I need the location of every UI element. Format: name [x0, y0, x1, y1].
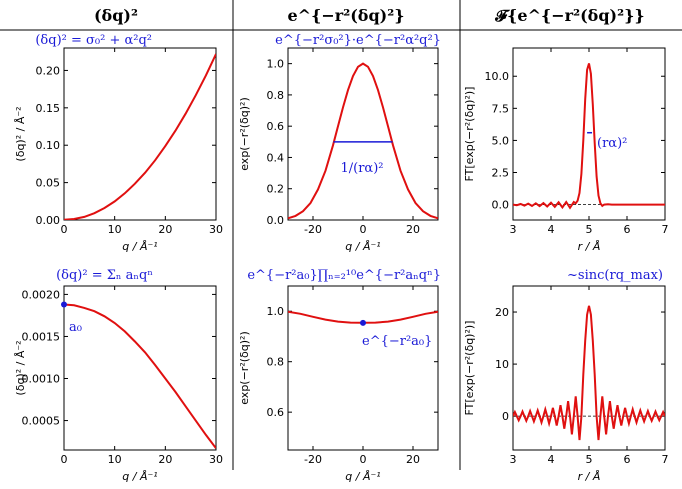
x-tick-label: 7 [662, 453, 669, 466]
x-tick-label: 10 [108, 223, 122, 236]
x-tick-label: 0 [360, 453, 367, 466]
plot-ft-sinc: 3 4 5 6 7 0 10 20 r / Å FT[exp(−r²(δq)²)] ~sinc(rq… [463, 268, 669, 483]
y-tick-label: 1.0 [267, 305, 285, 318]
y-tick-label: 0.0020 [22, 288, 61, 301]
x-tick-label: -20 [304, 453, 322, 466]
x-tick-label: 20 [406, 453, 420, 466]
x-tick-label: 30 [209, 223, 223, 236]
y-tick-label: 0.0005 [22, 415, 61, 428]
x-tick-label: 0 [61, 453, 68, 466]
x-axis-label: q / Å⁻¹ [345, 240, 380, 253]
width-label: 1/(rα)² [341, 161, 384, 176]
y-tick-label: 1.0 [267, 58, 285, 71]
y-axis-label: (δq)² / Å⁻² [14, 340, 27, 395]
series-line [513, 305, 665, 441]
plot-frame [512, 285, 666, 451]
y-tick-label: 0.2 [267, 183, 285, 196]
y-tick-label: 0.8 [267, 89, 285, 102]
x-tick-label: 3 [510, 453, 517, 466]
y-axis-label: exp(−r²(δq)²) [238, 331, 251, 405]
series-line [288, 62, 438, 220]
y-tick-label: 0.6 [267, 120, 285, 133]
x-axis-label: r / Å [578, 240, 601, 253]
plot-polynomial-damping: -20 0 20 0.6 0.8 1.0 q / Å⁻¹ exp(−r²(δq)²) e^{−r… [238, 268, 441, 483]
x-tick-label: 5 [586, 223, 593, 236]
plot-frame [287, 47, 439, 221]
formula-annotation: (δq)² = Σₙ aₙqⁿ [56, 268, 153, 283]
column-header-3: 𝓕{e^{−r²(δq)²}} [494, 6, 644, 25]
y-axis-label: FT[exp(−r²(δq)²)] [463, 321, 476, 416]
formula-annotation: e^{−r²σ₀²}·e^{−r²α²q²} [275, 33, 441, 48]
x-axis-label: q / Å⁻¹ [122, 240, 157, 253]
plot-variance-model: 0 10 20 30 0.00 0.05 0.10 0.15 0.20 q / Å⁻¹ (δq)² … [14, 33, 223, 253]
y-tick-label: 0.05 [36, 177, 61, 190]
x-axis-label: q / Å⁻¹ [345, 470, 380, 483]
y-tick-label: 0.20 [36, 64, 61, 77]
x-tick-label: 6 [624, 223, 631, 236]
x-tick-label: 4 [548, 453, 555, 466]
x-axis-label: r / Å [578, 470, 601, 483]
y-tick-label: 0.00 [36, 214, 61, 227]
x-tick-label: -20 [304, 223, 322, 236]
y-axis-label: (δq)² / Å⁻² [14, 106, 27, 161]
y-tick-label: 10 [495, 358, 509, 371]
x-tick-label: 0 [360, 223, 367, 236]
column-header-2: e^{−r²(δq)²} [287, 6, 404, 25]
plot-frame [512, 47, 666, 221]
plot-frame [287, 285, 439, 451]
y-tick-label: 0.0010 [22, 373, 61, 386]
x-tick-label: 4 [548, 223, 555, 236]
formula-annotation: e^{−r²a₀}∏ₙ₌₂¹⁰e^{−r²aₙqⁿ} [247, 268, 441, 283]
y-tick-label: 10.0 [485, 70, 510, 83]
plot-frame [63, 47, 217, 221]
x-axis-label: q / Å⁻¹ [122, 470, 157, 483]
x-tick-label: 10 [108, 453, 122, 466]
x-tick-label: 20 [406, 223, 420, 236]
column-header-1: (δq)² [94, 6, 138, 25]
y-tick-label: 20 [495, 306, 509, 319]
x-tick-label: 30 [209, 453, 223, 466]
y-tick-label: 2.5 [492, 167, 510, 180]
y-tick-label: 0.8 [267, 356, 285, 369]
y-tick-label: 0.15 [36, 102, 61, 115]
series-line [513, 63, 665, 210]
y-tick-label: 7.5 [492, 102, 510, 115]
y-tick-label: 0.0 [267, 214, 285, 227]
y-tick-label: 0.6 [267, 406, 285, 419]
point-marker [360, 319, 366, 326]
x-tick-label: 6 [624, 453, 631, 466]
plot-gaussian-damping: -20 0 20 0.0 0.2 0.4 0.6 0.8 1.0 q / Å⁻¹ exp(−r²(δ… [238, 33, 441, 253]
width-label: (rα)² [597, 136, 627, 151]
y-tick-label: 0 [502, 410, 509, 423]
x-tick-label: 3 [510, 223, 517, 236]
formula-annotation: ~sinc(rq_max) [567, 268, 663, 283]
formula-annotation: (δq)² = σ₀² + α²q² [35, 33, 152, 48]
x-tick-label: 0 [61, 223, 68, 236]
plot-ft-gaussian: 3 4 5 6 7 0.0 2.5 5.0 7.5 10.0 r / Å FT[exp(−r²(δq)… [463, 47, 669, 253]
x-tick-label: 5 [586, 453, 593, 466]
point-label: e^{−r²a₀} [362, 334, 432, 349]
x-tick-label: 7 [662, 223, 669, 236]
y-axis-label: exp(−r²(δq)²) [238, 97, 251, 171]
y-tick-label: 0.0015 [22, 330, 61, 343]
point-marker [61, 301, 67, 308]
plot-variance-polynomial: 0 10 20 30 0.0005 0.0010 0.0015 0.0020 q / Å⁻¹ (δ… [14, 268, 223, 483]
plot-frame [63, 285, 217, 451]
y-tick-label: 0.0 [492, 199, 510, 212]
x-tick-label: 20 [158, 223, 172, 236]
x-tick-label: 20 [158, 453, 172, 466]
y-tick-label: 5.0 [492, 134, 510, 147]
y-tick-label: 0.10 [36, 139, 61, 152]
series-line [64, 303, 216, 449]
y-axis-label: FT[exp(−r²(δq)²)] [463, 87, 476, 182]
y-tick-label: 0.4 [267, 151, 285, 164]
series-line [64, 53, 216, 220]
point-label: a₀ [69, 320, 82, 335]
